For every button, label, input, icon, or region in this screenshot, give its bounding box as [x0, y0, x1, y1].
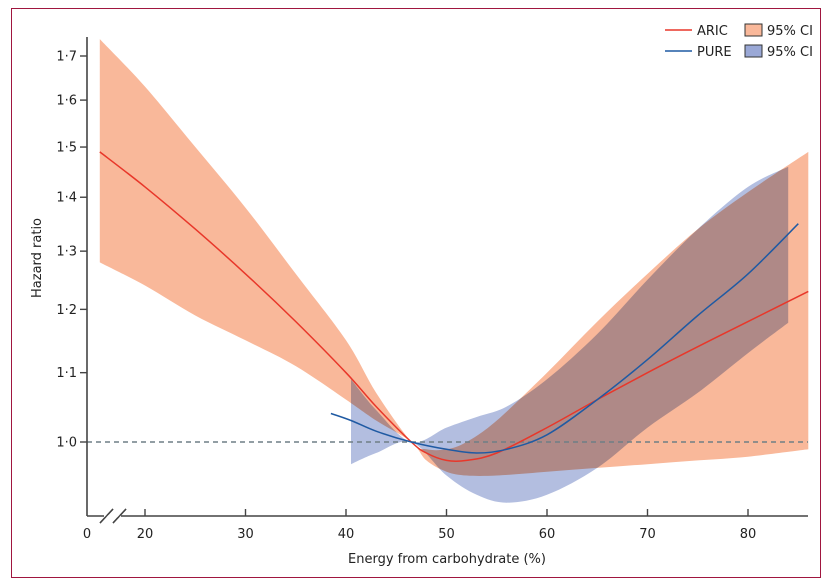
- ci-band-pure: [351, 166, 789, 503]
- y-tick-label: 1·3: [56, 245, 77, 260]
- y-axis-title: Hazard ratio: [30, 218, 45, 298]
- legend: ARIC 95% CI PURE 95% CI: [665, 23, 813, 60]
- y-tick-label: 1·6: [56, 94, 77, 109]
- legend-aric-ci-swatch: [744, 23, 763, 37]
- axis-break-mark: [99, 508, 114, 524]
- legend-pure-ci-label: 95% CI: [767, 45, 813, 60]
- legend-pure-label: PURE: [697, 45, 732, 60]
- x-tick-label: 70: [639, 527, 656, 542]
- y-tick-label: 1·4: [56, 191, 77, 206]
- x-axis-title: Energy from carbohydrate (%): [348, 552, 546, 567]
- tick-labels: 0 20 30 40 50 60 70 80 1·0 1·1 1·2 1·3 1·4 1·5 1·6 1·7: [56, 49, 756, 542]
- axis-break-mark: [112, 508, 127, 524]
- x-tick-label: 60: [539, 527, 556, 542]
- y-tick-label: 1·2: [56, 303, 77, 318]
- x-tick-label: 40: [338, 527, 355, 542]
- legend-aric-label: ARIC: [697, 24, 728, 39]
- y-tick-label: 1·5: [56, 141, 77, 156]
- figure-frame: [11, 8, 821, 578]
- ci-bands: [99, 39, 809, 503]
- axes: [80, 37, 808, 524]
- series-lines: [99, 151, 809, 463]
- y-tick-label: 1·1: [56, 366, 77, 381]
- y-tick-label: 1·0: [56, 436, 77, 451]
- legend-pure-ci-swatch: [744, 44, 763, 58]
- x-tick-label: 50: [438, 527, 455, 542]
- series-line-pure: [330, 223, 799, 454]
- x-tick-label: 20: [137, 527, 154, 542]
- x-tick-label: 30: [237, 527, 254, 542]
- series-line-aric: [99, 151, 809, 463]
- x-tick-label: 80: [740, 527, 757, 542]
- x-tick-label: 0: [83, 527, 91, 542]
- legend-aric-ci-label: 95% CI: [767, 24, 813, 39]
- y-tick-label: 1·7: [56, 49, 77, 64]
